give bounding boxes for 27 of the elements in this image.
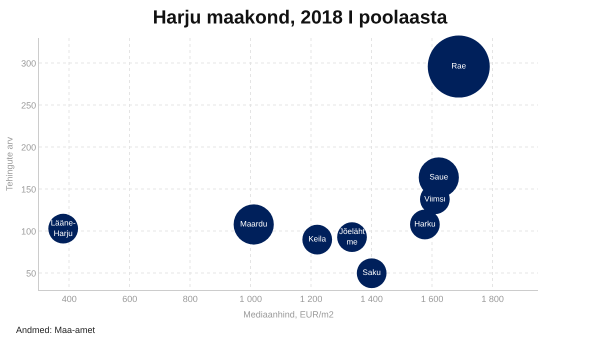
x-tick-label: 400 <box>62 294 77 304</box>
series-label: Rae <box>451 62 467 71</box>
y-tick-label: 300 <box>21 58 36 68</box>
series-label: Jõelähtme <box>339 226 366 246</box>
chart-title: Harju maakond, 2018 I poolaasta <box>152 7 448 28</box>
series-label: Saku <box>362 268 381 278</box>
series-label: Saue <box>429 172 449 182</box>
series-label: Maardu <box>240 219 268 228</box>
x-tick-label: 600 <box>122 294 138 304</box>
y-tick-label: 50 <box>26 268 36 278</box>
text: Andmed: Maa-amet <box>16 325 96 335</box>
series-label: Viimsi <box>424 194 446 204</box>
y-tick-label: 150 <box>21 184 36 194</box>
y-axis-title: Tehingute arv <box>4 136 15 192</box>
y-tick-label: 200 <box>21 142 36 152</box>
series-label: Harku <box>414 219 436 228</box>
series-label: Lääne-Harju <box>50 218 76 238</box>
series-label: Keila <box>308 234 327 244</box>
y-tick-label: 250 <box>21 100 36 110</box>
x-tick-label: 800 <box>182 294 198 304</box>
x-axis-title: Mediaanhind, EUR/m2 <box>243 310 334 320</box>
y-tick-label: 100 <box>21 226 36 236</box>
x-tick-label: 1 600 <box>420 294 444 304</box>
x-tick-label: 1 200 <box>300 294 322 304</box>
x-tick-label: 1 400 <box>360 294 383 304</box>
x-tick-label: 1 800 <box>481 294 504 304</box>
x-tick-label: 1 000 <box>239 294 262 304</box>
